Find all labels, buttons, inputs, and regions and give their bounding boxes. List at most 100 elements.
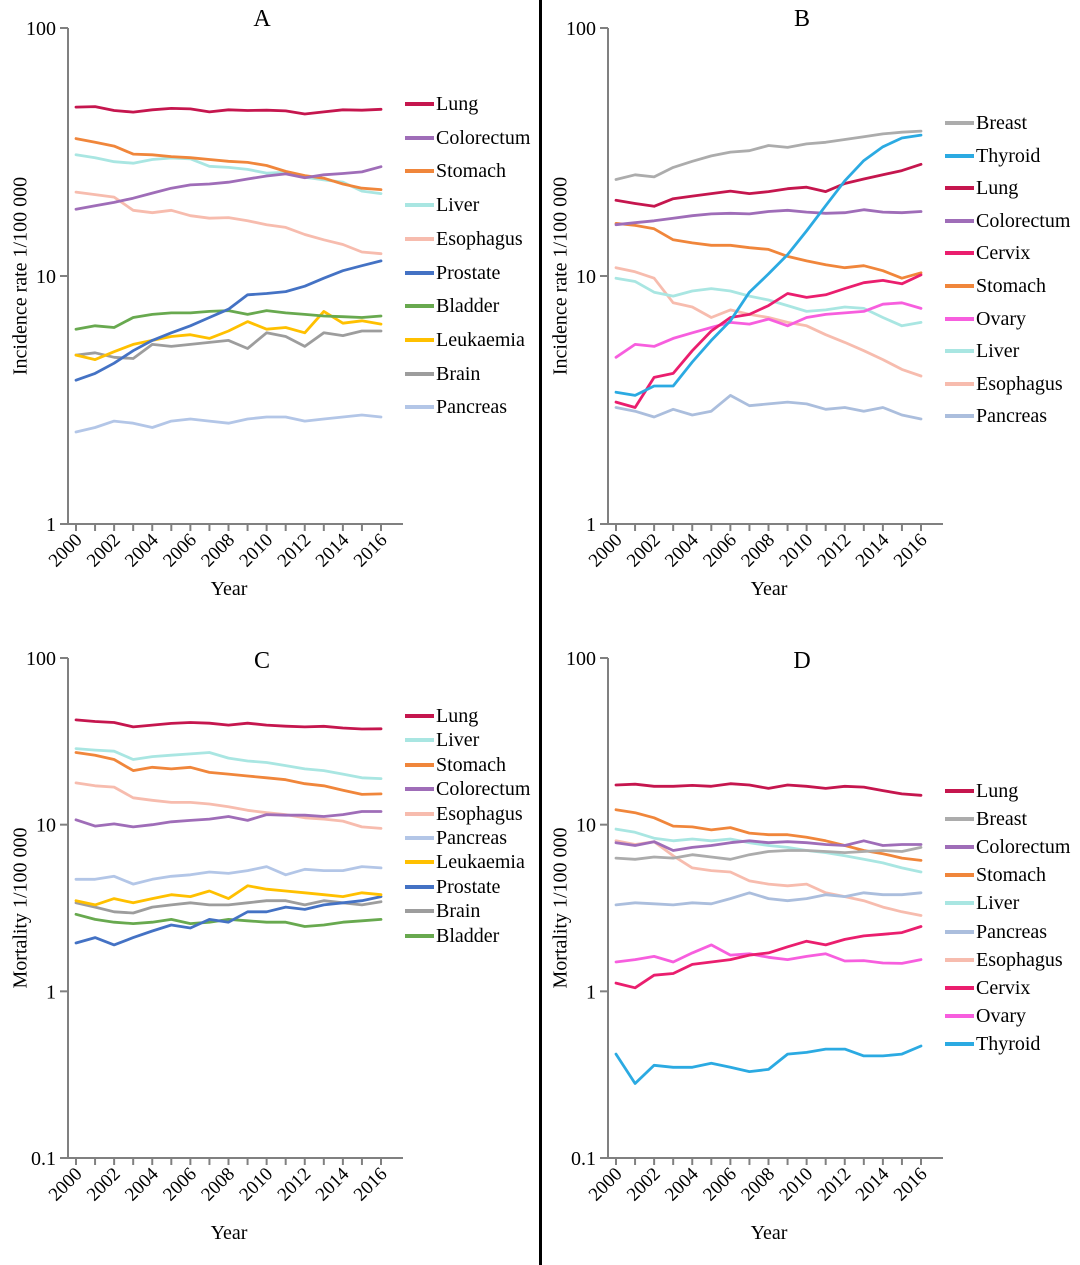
x-tick-label: 2012: [274, 530, 316, 572]
y-axis-ticks: 100 10 1 0.1: [26, 648, 68, 1170]
series-line-liver: [74, 747, 383, 781]
x-tick-label: 2004: [121, 1163, 163, 1205]
legend-swatch-stomach: [945, 284, 974, 288]
x-tick-label: 2014: [312, 529, 354, 571]
panel-title-b: B: [793, 6, 810, 32]
legend-label-leukaemia: Leukaemia: [436, 328, 525, 351]
legend-swatch-thyroid: [945, 1041, 974, 1046]
series-line-stomach: [74, 137, 383, 192]
x-tick-label: 2014: [852, 1163, 894, 1205]
x-tick-label: 2016: [350, 1164, 392, 1206]
plot-area-b: 100 10 12000200220042006200820102012201420…: [566, 18, 943, 571]
legend-swatch-ovary: [945, 316, 974, 321]
series-line-brain: [74, 329, 383, 360]
legend-label-stomach: Stomach: [976, 864, 1046, 887]
column-divider-line: [539, 0, 542, 1265]
legend-swatch-stomach: [945, 873, 974, 878]
panel-title-d: D: [793, 648, 811, 674]
legend-label-breast: Breast: [976, 112, 1028, 134]
y-tick-label: 0.1: [571, 1148, 596, 1170]
y-axis-ticks: 100 10 1: [566, 18, 608, 536]
legend-swatch-bladder: [405, 304, 434, 309]
panel-title-c: C: [253, 648, 270, 674]
series-lines: [74, 105, 383, 434]
x-tick-label: 2014: [852, 529, 894, 571]
legend-swatch-lung: [405, 102, 434, 106]
legend-item-cervix: Cervix: [945, 241, 1030, 265]
legend-item-liver: Liver: [945, 891, 1019, 915]
legend-swatch-prostate: [405, 884, 434, 889]
series-line-esophagus: [614, 266, 923, 378]
legend-swatch-colorectum: [945, 218, 974, 223]
legend-label-colorectum: Colorectum: [436, 126, 531, 149]
series-line-esophagus: [74, 781, 383, 830]
series-line-lung: [74, 105, 383, 116]
legend-swatch-liver: [945, 901, 974, 906]
legend-label-breast: Breast: [976, 808, 1028, 831]
x-tick-label: 2002: [623, 1164, 665, 1206]
series-lines: [74, 718, 383, 947]
x-tick-label: 2012: [274, 1164, 316, 1206]
legend-swatch-colorectum: [945, 845, 974, 850]
panel-d: 100 10 1 0.1 2000 2002 2004 2006 2008 2010 2012 201…: [540, 630, 1080, 1265]
legend-label-liver: Liver: [976, 892, 1020, 915]
legend-label-esophagus: Esophagus: [436, 227, 523, 250]
legend-label-esophagus: Esophagus: [976, 372, 1063, 395]
plot-area-a: 100 10 12000200220042006200820102012201420…: [26, 18, 403, 571]
legend-item-colorectum: Colorectum: [405, 777, 530, 801]
series-line-pancreas: [74, 413, 383, 434]
legend-swatch-lung: [945, 186, 974, 191]
y-axis-label-a: Incidence rate 1/100 000: [9, 176, 32, 376]
x-tick-label: 2002: [83, 1164, 125, 1206]
legend-swatch-lung: [405, 714, 434, 718]
legend-item-colorectum: Colorectum: [405, 126, 530, 150]
legend-label-pancreas: Pancreas: [436, 827, 508, 849]
legend-label-esophagus: Esophagus: [436, 802, 523, 825]
axis-lines: [607, 658, 943, 1159]
plot-area-d: 100 10 1 0.12000200220042006200820102012201…: [566, 648, 943, 1205]
legend-swatch-breast: [945, 121, 974, 125]
series-line-prostate: [74, 895, 383, 947]
legend-label-prostate: Prostate: [436, 261, 501, 284]
series-line-cervix: [614, 925, 923, 990]
series-line-lung: [614, 782, 923, 797]
series-line-ovary: [614, 301, 923, 359]
panel-title-a: A: [253, 6, 271, 32]
x-axis-label-a: Year: [210, 578, 248, 600]
y-tick-label: 10: [576, 266, 596, 288]
panel-b: 100 10 1 2000 2002 2004 2006 2008 2010 2012 2014 20…: [540, 0, 1080, 630]
legend-swatch-pancreas: [945, 414, 974, 419]
legend-item-liver: Liver: [405, 728, 479, 752]
series-line-liver: [614, 276, 923, 328]
x-axis-label-b: Year: [750, 578, 788, 600]
legend-item-brain: Brain: [405, 362, 480, 386]
legend-label-thyroid: Thyroid: [976, 1032, 1041, 1055]
x-tick-label: 2008: [197, 1164, 239, 1206]
legend-item-prostate: Prostate: [405, 875, 500, 899]
legend-swatch-brain: [405, 371, 434, 376]
legend-label-stomach: Stomach: [436, 160, 506, 183]
series-line-stomach: [74, 751, 383, 796]
series-line-pancreas: [614, 393, 923, 421]
legend-item-ovary: Ovary: [945, 1004, 1026, 1028]
legend-swatch-liver: [405, 203, 434, 208]
legend-item-esophagus: Esophagus: [945, 372, 1063, 396]
series-line-colorectum: [74, 810, 383, 829]
series-line-prostate: [74, 259, 383, 382]
legend-label-brain: Brain: [436, 900, 481, 923]
legend-item-lung: Lung: [405, 92, 478, 116]
legend-label-liver: Liver: [436, 194, 480, 217]
series-line-esophagus: [614, 839, 923, 917]
legend-label-pancreas: Pancreas: [976, 920, 1048, 943]
y-tick-label: 100: [26, 648, 56, 670]
legend-label-stomach: Stomach: [436, 753, 506, 776]
legend-label-lung: Lung: [976, 177, 1019, 200]
y-tick-label: 100: [566, 18, 596, 40]
x-tick-label: 2010: [235, 1164, 277, 1206]
legend-label-brain: Brain: [436, 362, 481, 385]
legend-item-brain: Brain: [405, 899, 480, 923]
series-line-lung: [74, 718, 383, 731]
